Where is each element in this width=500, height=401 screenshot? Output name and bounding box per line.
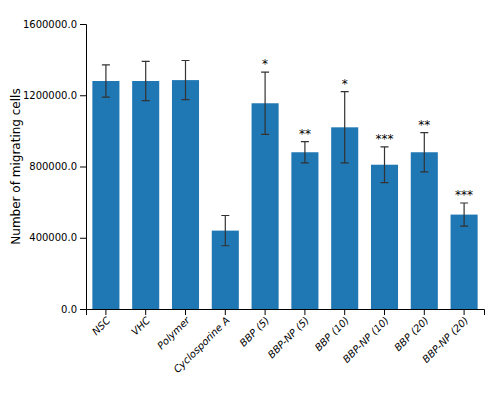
y-tick-label: 1600000.0 xyxy=(23,19,77,30)
error-bar xyxy=(301,142,309,163)
x-tick-mark xyxy=(145,309,146,315)
significance-label: ** xyxy=(299,127,311,141)
x-tick-label: Cyclosporine A xyxy=(171,315,231,375)
y-tick: 400000.0 xyxy=(29,232,86,243)
significance-label: *** xyxy=(376,132,394,146)
chart: 0.0 400000.0 800000.0 1200000.0 1600000.0 NSC… xyxy=(0,0,500,401)
x-tick: BBP (20) xyxy=(392,309,431,353)
x-tick-label: BBP (10) xyxy=(313,315,352,354)
x-tick-mark xyxy=(265,309,266,315)
x-tick-mark xyxy=(464,309,465,315)
y-axis: 0.0 400000.0 800000.0 1200000.0 1600000.0 xyxy=(23,19,87,315)
x-tick-mark xyxy=(424,309,425,315)
y-tick-mark xyxy=(80,238,86,239)
x-tick-label: VHC xyxy=(129,315,152,338)
significance-label: ** xyxy=(418,118,430,132)
x-tick: NSC xyxy=(90,309,113,337)
y-axis-line xyxy=(80,25,87,310)
x-tick-mark xyxy=(304,309,305,315)
x-tick: BBP-NP (20) xyxy=(420,309,470,365)
error-bar xyxy=(420,133,428,172)
bar xyxy=(172,80,199,309)
error-bar xyxy=(102,65,110,97)
marks xyxy=(92,61,477,309)
x-tick-label: Polymer xyxy=(155,314,192,351)
significance-label: *** xyxy=(455,188,473,202)
x-tick-label: BBP-NP (5) xyxy=(266,315,312,361)
y-tick-mark xyxy=(80,309,86,310)
annotations: ************ xyxy=(262,57,473,202)
x-axis: NSCVHCPolymerCyclosporine ABBP (5)BBP-NP… xyxy=(87,309,485,375)
error-bar xyxy=(261,72,269,134)
bar xyxy=(371,165,398,309)
x-tick-label: NSC xyxy=(90,315,113,338)
bar xyxy=(411,152,438,309)
y-tick-label: 0.0 xyxy=(61,304,77,315)
error-bar xyxy=(221,215,229,245)
x-tick: Cyclosporine A xyxy=(171,309,231,375)
y-tick-mark xyxy=(80,95,86,96)
error-bar xyxy=(460,203,468,226)
x-tick: Polymer xyxy=(155,309,192,351)
x-tick-mark xyxy=(185,309,186,315)
bar xyxy=(451,215,478,309)
x-tick-mark xyxy=(344,309,345,315)
y-tick-mark xyxy=(80,167,86,168)
x-tick-label: BBP-NP (10) xyxy=(341,315,391,365)
x-tick-label: BBP-NP (20) xyxy=(420,315,470,365)
y-tick: 1200000.0 xyxy=(23,90,86,101)
x-tick-mark xyxy=(384,309,385,315)
significance-label: * xyxy=(262,57,268,71)
x-tick-label: BBP (5) xyxy=(237,315,271,349)
x-tick: BBP-NP (10) xyxy=(341,309,391,365)
significance-label: * xyxy=(342,77,348,91)
x-tick: BBP-NP (5) xyxy=(266,309,312,360)
x-axis-line xyxy=(87,310,485,316)
error-bar xyxy=(341,92,349,163)
x-tick-label: BBP (20) xyxy=(392,315,431,354)
y-tick: 800000.0 xyxy=(29,161,86,172)
plot: 0.0 400000.0 800000.0 1200000.0 1600000.0 NSC… xyxy=(23,19,485,375)
bar xyxy=(92,81,119,309)
x-tick-mark xyxy=(105,309,106,315)
y-axis-title: Number of migrating cells xyxy=(9,88,23,244)
x-tick-mark xyxy=(225,309,226,315)
y-tick-label: 400000.0 xyxy=(29,232,77,243)
x-tick: VHC xyxy=(129,309,152,338)
x-tick: BBP (10) xyxy=(313,309,352,353)
y-tick: 1600000.0 xyxy=(23,19,86,30)
error-bar xyxy=(142,61,150,100)
error-bar xyxy=(381,147,389,183)
y-tick: 0.0 xyxy=(61,304,86,315)
bar xyxy=(132,81,159,309)
y-tick-label: 1200000.0 xyxy=(23,90,77,101)
y-tick-mark xyxy=(80,24,86,25)
error-bar xyxy=(182,61,190,100)
bar xyxy=(291,152,318,309)
x-tick: BBP (5) xyxy=(237,309,271,349)
y-tick-label: 800000.0 xyxy=(29,161,77,172)
